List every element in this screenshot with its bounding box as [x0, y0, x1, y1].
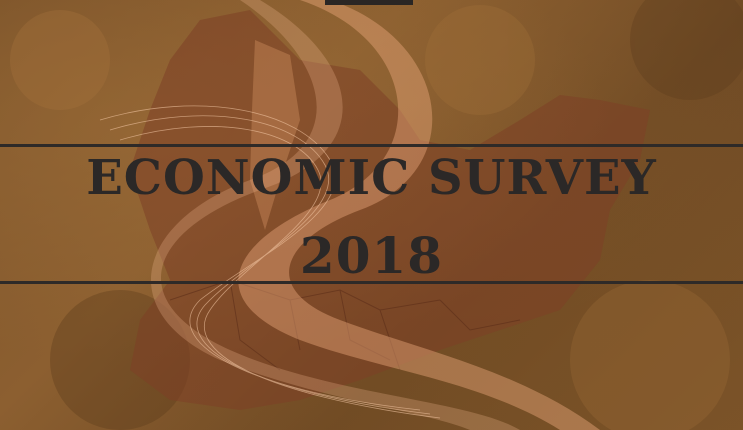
bottom-rule [0, 281, 743, 284]
lake-shape [250, 40, 300, 230]
ribbon-swoosh-inner [150, 0, 520, 430]
ribbon-lines [99, 105, 441, 419]
cover-title: ECONOMIC SURVEY [86, 150, 657, 206]
cover-year: 2018 [299, 226, 444, 285]
country-silhouette [130, 10, 650, 410]
top-rule [0, 144, 743, 147]
top-tab-marker [325, 0, 413, 5]
ribbon-swoosh [238, 0, 601, 430]
